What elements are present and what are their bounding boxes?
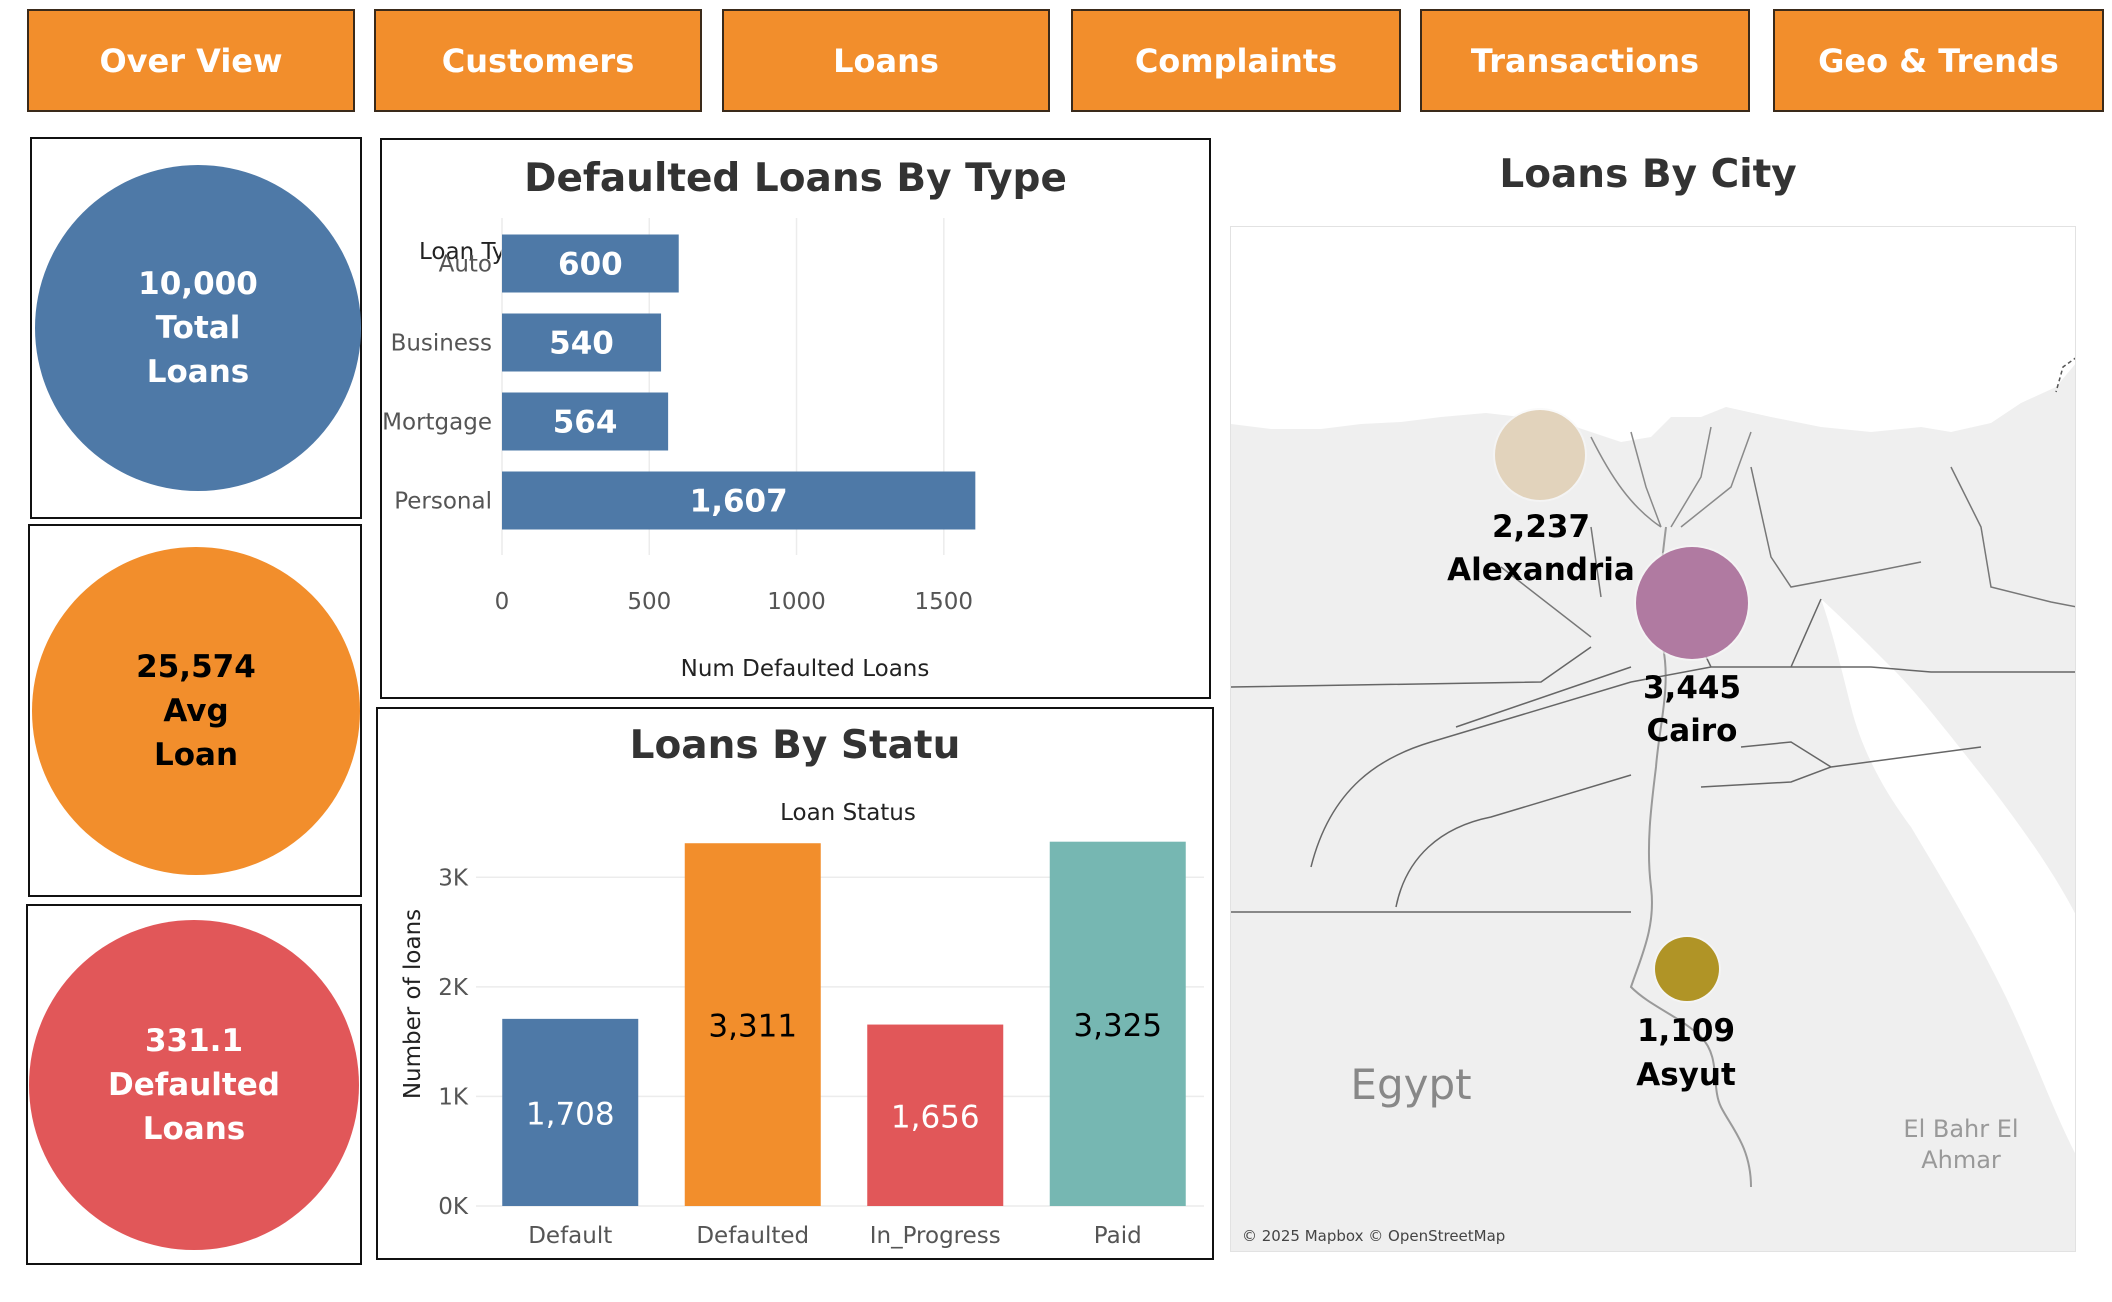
bar-value-label: 3,325 (1073, 1008, 1162, 1044)
kpi-defaulted-loans-value: 331.1 (144, 1023, 244, 1059)
x-tick-label: 1000 (767, 589, 826, 615)
nav-customers-button[interactable]: Customers (374, 9, 702, 112)
map-canvas: 2,237 Alexandria 3,445 Cairo 1,109 Asyut… (1231, 227, 2075, 1245)
bar-personal[interactable] (502, 471, 976, 530)
map-attribution: © 2025 Mapbox © OpenStreetMap (1242, 1227, 1505, 1245)
bar-defaulted[interactable] (684, 843, 821, 1206)
internal-borders (1500, 466, 2075, 638)
bar-value-label: 540 (549, 326, 614, 362)
cairo-bubble[interactable] (1636, 547, 1748, 659)
bar-default[interactable] (502, 1018, 639, 1206)
defaulted-by-type-panel: Defaulted Loans By Type Loan Type Num De… (380, 138, 1211, 699)
mediterranean-sea (1231, 227, 2075, 442)
defaulted-by-type-x-axis-label: Num Defaulted Loans (681, 656, 930, 682)
x-category-label: Paid (1094, 1223, 1142, 1249)
loans-by-status-y-axis-label: Number of loans (400, 909, 426, 1099)
kpi-defaulted-loans-circle: 331.1 Defaulted Loans (29, 920, 359, 1250)
y-category-label: Business (391, 331, 492, 357)
cairo-name: Cairo (1647, 713, 1738, 749)
alexandria-value: 2,237 (1492, 509, 1590, 545)
asyut-name: Asyut (1636, 1057, 1736, 1093)
bar-paid[interactable] (1049, 841, 1186, 1206)
bar-value-label: 3,311 (708, 1009, 797, 1045)
bar-value-label: 1,708 (526, 1096, 615, 1132)
loan-status-header: Loan Status (780, 800, 916, 826)
nav-overview-button[interactable]: Over View (27, 9, 355, 112)
asyut-value: 1,109 (1637, 1013, 1735, 1049)
nile-delta (1590, 426, 1752, 528)
nav-loans-button[interactable]: Loans (722, 9, 1050, 112)
defaulted-by-type-chart: Loan Type Num Defaulted Loans 0 500 1000 15… (382, 218, 976, 682)
x-category-label: Default (528, 1223, 612, 1249)
kpi-total-loans-label-2: Loans (146, 354, 250, 390)
y-category-label: Mortgage (382, 410, 492, 436)
kpi-defaulted-loans-label-2: Loans (142, 1111, 246, 1147)
y-tick-label: 1K (438, 1084, 469, 1110)
country-label: Egypt (1350, 1060, 1471, 1109)
kpi-card-avg-loan: 25,574 Avg Loan (28, 524, 362, 897)
x-tick-label: 0 (495, 589, 510, 615)
y-category-label: Personal (394, 489, 492, 515)
alexandria-name: Alexandria (1447, 552, 1635, 588)
bar-business[interactable] (502, 313, 662, 372)
x-tick-label: 500 (627, 589, 671, 615)
y-tick-label: 3K (438, 865, 469, 891)
loans-by-city-title: Loans By City (1499, 152, 1797, 197)
kpi-avg-loan-circle: 25,574 Avg Loan (32, 547, 360, 875)
kpi-total-loans-label-1: Total (155, 310, 241, 346)
bar-auto[interactable] (502, 234, 679, 293)
y-tick-label: 2K (438, 975, 469, 1001)
bar-value-label: 1,656 (891, 1099, 980, 1135)
kpi-defaulted-loans-label-1: Defaulted (108, 1067, 280, 1103)
y-category-label: Auto (439, 252, 492, 278)
defaulted-by-type-title: Defaulted Loans By Type (524, 156, 1067, 201)
red-sea (1821, 599, 2075, 1154)
bar-value-label: 1,607 (690, 484, 788, 520)
loans-by-status-title: Loans By Statu (629, 723, 961, 768)
nav-complaints-button[interactable]: Complaints (1071, 9, 1401, 112)
loans-by-city-map[interactable]: 2,237 Alexandria 3,445 Cairo 1,109 Asyut… (1230, 226, 2076, 1252)
kpi-card-total-loans: 10,000 Total Loans (30, 137, 362, 519)
nav-transactions-button[interactable]: Transactions (1420, 9, 1750, 112)
kpi-total-loans-circle: 10,000 Total Loans (35, 165, 361, 491)
alexandria-bubble[interactable] (1495, 410, 1585, 500)
border-dashed (2055, 357, 2075, 393)
x-category-label: Defaulted (696, 1223, 809, 1249)
asyut-bubble[interactable] (1655, 937, 1719, 1001)
loans-by-status-chart: Loan Status Number of loans 0K 1K 2K 3K 1,70… (400, 800, 1204, 1249)
kpi-avg-loan-value: 25,574 (136, 649, 256, 685)
kpi-avg-loan-label-1: Avg (163, 693, 229, 729)
bar-mortgage[interactable] (502, 392, 669, 451)
nav-geo-trends-button[interactable]: Geo & Trends (1773, 9, 2104, 112)
kpi-total-loans-value: 10,000 (138, 266, 258, 302)
region-label-line-1: El Bahr El (1903, 1115, 2018, 1143)
bar-value-label: 564 (553, 405, 618, 441)
x-tick-label: 1500 (915, 589, 974, 615)
kpi-avg-loan-label-2: Loan (153, 737, 239, 773)
region-label-line-2: Ahmar (1921, 1146, 2001, 1174)
bar-value-label: 600 (558, 247, 623, 283)
y-tick-label: 0K (438, 1194, 469, 1220)
loans-by-status-panel: Loans By Statu Loan Status Number of loa… (376, 707, 1214, 1260)
kpi-card-defaulted-loans: 331.1 Defaulted Loans (26, 904, 362, 1265)
x-category-label: In_Progress (870, 1223, 1001, 1249)
bar-in-progress[interactable] (867, 1024, 1004, 1206)
cairo-value: 3,445 (1643, 670, 1741, 706)
